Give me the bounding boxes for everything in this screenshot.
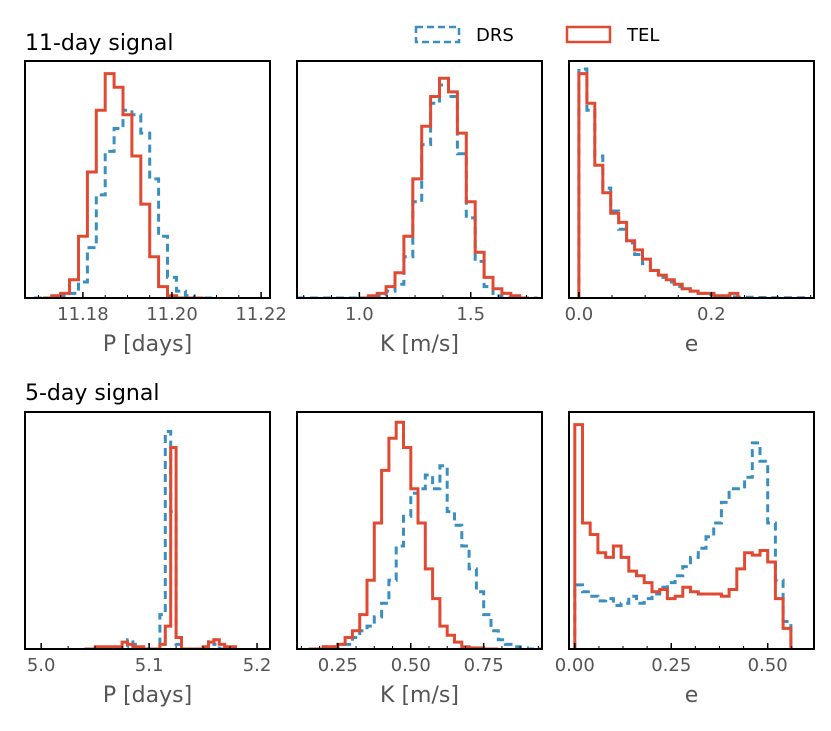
legend-swatch-tel bbox=[565, 25, 612, 44]
x-axis-label: P [days] bbox=[103, 332, 192, 357]
histogram-series-group bbox=[308, 420, 542, 649]
legend-label-drs: DRS bbox=[476, 25, 514, 46]
panel-frame bbox=[24, 60, 271, 299]
histogram-drs bbox=[33, 108, 213, 298]
histogram-tel bbox=[308, 420, 499, 649]
x-tick-label: 11.22 bbox=[235, 304, 287, 325]
panel-11day-amplitude: 1.0 1.5 K [m/s] bbox=[296, 60, 543, 357]
histogram-drs bbox=[577, 67, 811, 298]
panel-frame bbox=[24, 411, 271, 650]
x-tick-label: 1.0 bbox=[345, 304, 374, 325]
x-tick-label: 0.00 bbox=[555, 655, 595, 676]
histogram-drs bbox=[308, 464, 542, 649]
panel-5day-period: 5.0 5.1 5.2 P [days] bbox=[24, 411, 272, 708]
x-axis-label: K [m/s] bbox=[380, 332, 459, 357]
x-tick-label: 11.18 bbox=[57, 304, 109, 325]
panel-11day-period: 11.18 11.20 11.22 P [days] bbox=[24, 60, 287, 357]
panel-11day-eccentricity: 0.0 0.2 e bbox=[565, 60, 815, 357]
legend-swatch-drs bbox=[414, 25, 461, 44]
x-tick-label: 5.2 bbox=[243, 655, 272, 676]
panel-frame bbox=[296, 60, 543, 299]
row-title-5-day: 5-day signal bbox=[25, 381, 159, 406]
histogram-series-group bbox=[84, 430, 237, 649]
x-axis-label: P [days] bbox=[103, 683, 192, 708]
histogram-series-group bbox=[297, 76, 538, 298]
x-tick-label: 11.20 bbox=[146, 304, 198, 325]
x-axis-label: K [m/s] bbox=[380, 683, 459, 708]
x-tick-label: 0.50 bbox=[748, 655, 788, 676]
x-tick-label: 0.25 bbox=[318, 655, 358, 676]
x-axis-label: e bbox=[685, 332, 699, 357]
panel-5day-eccentricity: 0.00 0.25 0.50 e bbox=[555, 411, 815, 708]
histogram-series-group bbox=[573, 423, 793, 649]
histogram-series-group bbox=[577, 67, 811, 298]
panel-5day-amplitude: 0.25 0.50 0.75K [m/s] bbox=[296, 411, 543, 708]
x-tick-label: 5.1 bbox=[135, 655, 164, 676]
x-tick-label: 1.5 bbox=[456, 304, 485, 325]
panel-frame bbox=[568, 60, 815, 299]
histogram-drs bbox=[573, 441, 793, 649]
legend-label-tel: TEL bbox=[626, 25, 659, 46]
row-title-11-day: 11-day signal bbox=[25, 31, 173, 56]
x-tick-label: 0.2 bbox=[697, 304, 726, 325]
x-tick-label: 0.75 bbox=[464, 655, 504, 676]
legend: DRS TEL bbox=[414, 25, 659, 46]
x-tick-label: 5.0 bbox=[27, 655, 56, 676]
histogram-tel bbox=[359, 76, 529, 298]
histogram-tel bbox=[42, 72, 204, 298]
histogram-tel bbox=[573, 423, 793, 649]
panel-frame bbox=[568, 411, 815, 650]
histogram-series-group bbox=[33, 72, 213, 298]
panel-frame bbox=[296, 411, 543, 650]
x-tick-label: 0.25 bbox=[651, 655, 691, 676]
histogram-tel bbox=[577, 72, 740, 298]
histogram-drs bbox=[297, 83, 538, 298]
x-tick-label: 0.50 bbox=[391, 655, 431, 676]
x-tick-label: 0.0 bbox=[565, 304, 594, 325]
x-axis-label: e bbox=[685, 683, 699, 708]
histogram-tel bbox=[84, 446, 237, 649]
